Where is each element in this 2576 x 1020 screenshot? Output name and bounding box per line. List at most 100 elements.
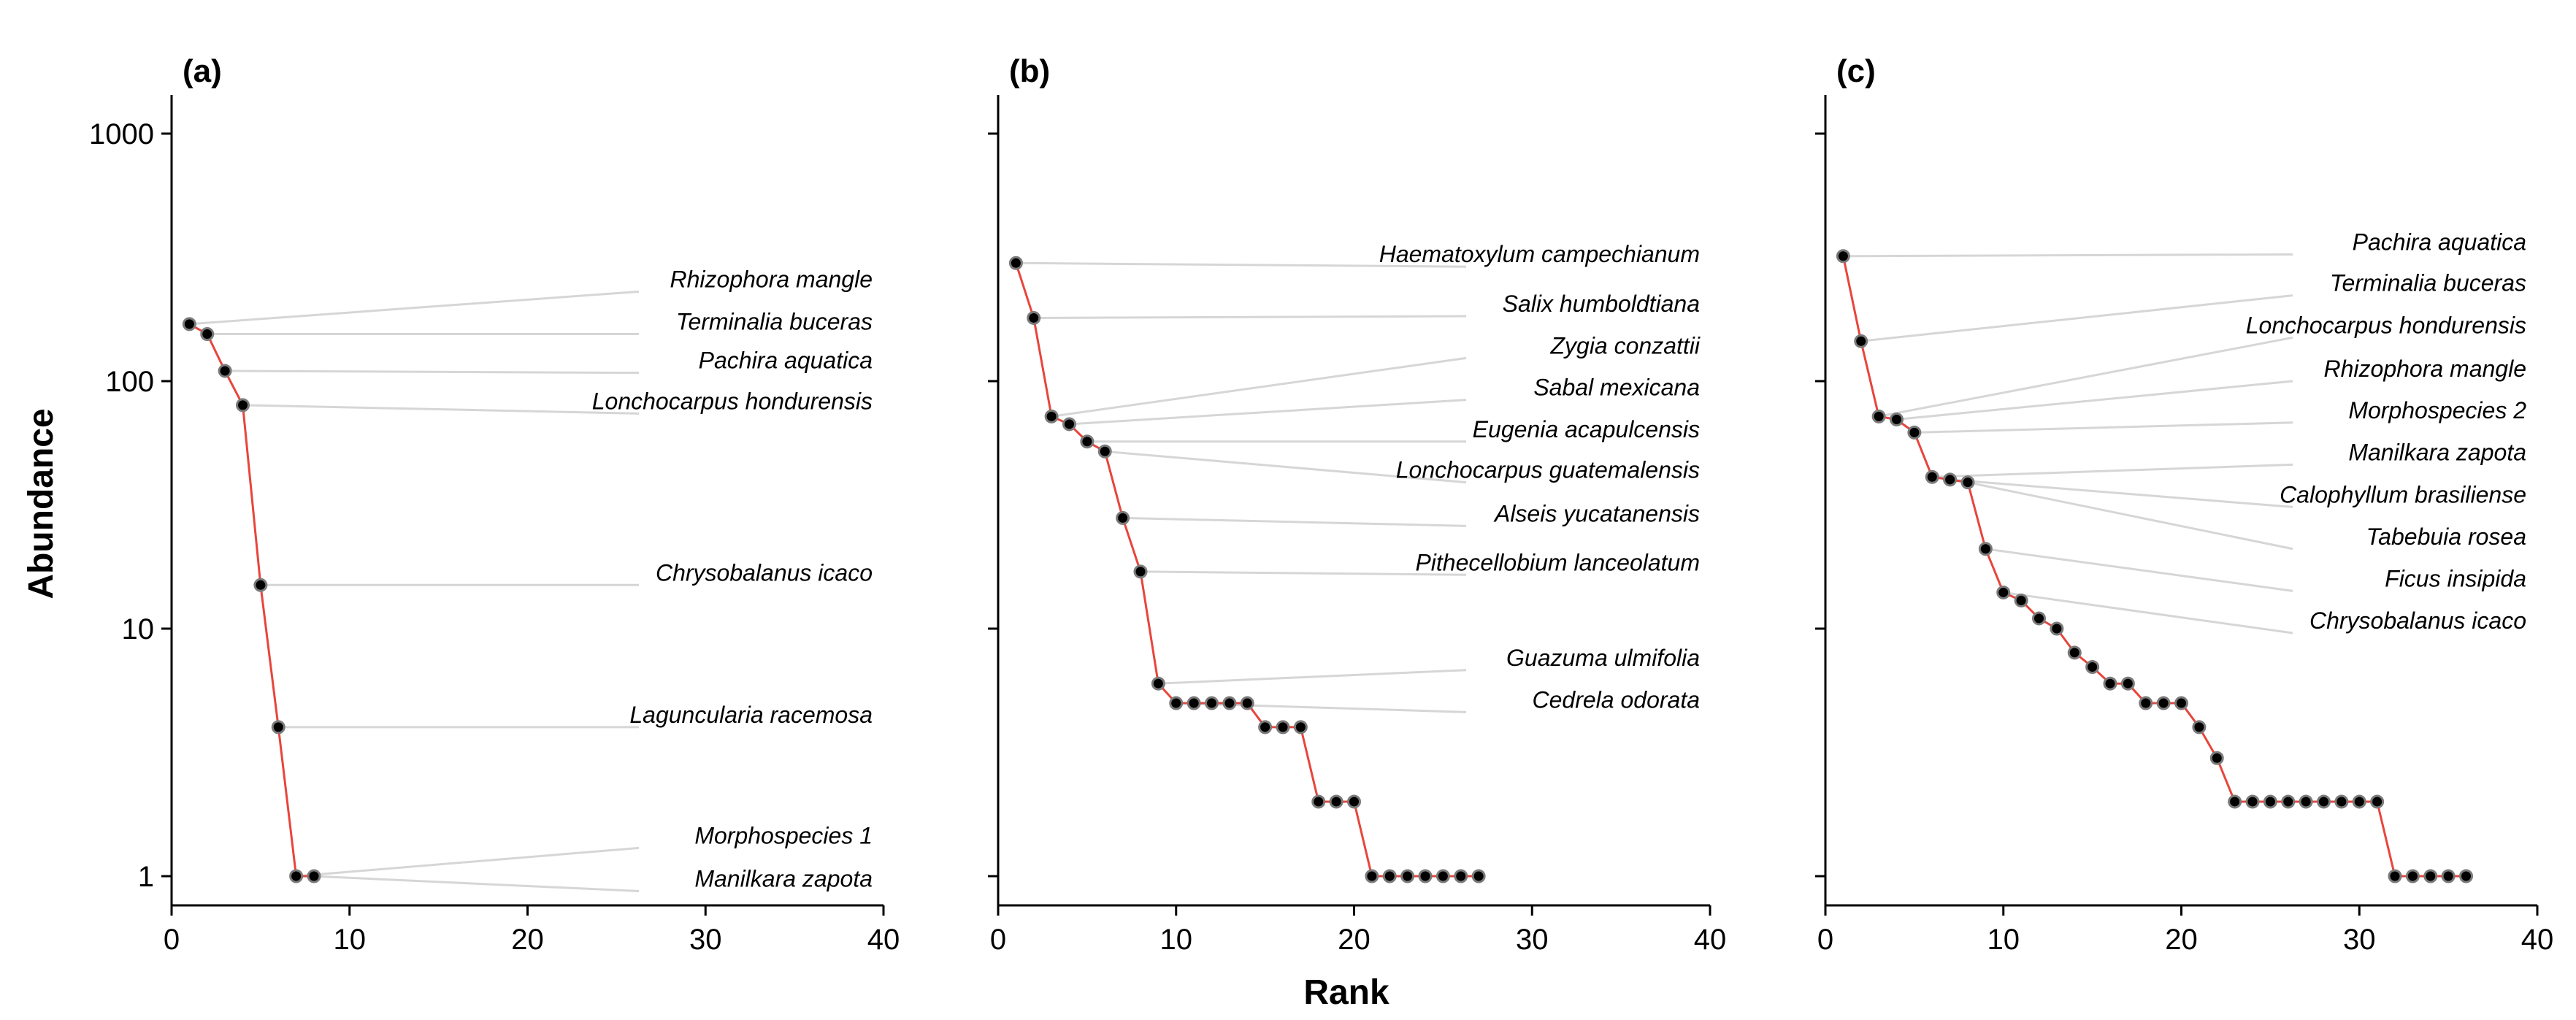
data-point: [1311, 794, 1326, 809]
data-point: [1240, 696, 1254, 710]
label-leader-line: [1932, 463, 2293, 478]
rank-abundance-line: [1014, 262, 1479, 878]
data-point: [2139, 696, 2153, 710]
label-leader-line: [1051, 356, 1467, 418]
data-point: [2317, 794, 2331, 809]
label-leader-line: [1158, 669, 1467, 685]
data-point: [2281, 794, 2296, 809]
data-point: [2388, 869, 2402, 883]
species-label: Eugenia acapulcensis: [1473, 416, 1700, 442]
data-point: [2120, 676, 2135, 691]
data-point: [2441, 869, 2456, 883]
species-label: Rhizophora mangle: [2324, 356, 2527, 382]
y-tick-label: 10: [122, 613, 155, 645]
data-point: [1276, 720, 1290, 735]
label-leader-line: [225, 369, 640, 375]
label-leader-line: [1843, 253, 2293, 258]
species-label: Tabebuia rosea: [2366, 524, 2526, 550]
species-label: Pachira aquatica: [699, 348, 873, 374]
data-point: [1418, 869, 1433, 883]
species-label: Laguncularia racemosa: [629, 702, 873, 728]
species-label: Lonchocarpus hondurensis: [592, 388, 873, 414]
label-leader-line: [1176, 702, 1467, 713]
data-point: [1169, 696, 1184, 710]
data-point: [1854, 334, 1868, 348]
x-tick-label: 10: [1987, 924, 2020, 956]
y-axis-title: Abundance: [22, 408, 61, 599]
label-leader-line: [2003, 591, 2293, 634]
species-label: Manilkara zapota: [2348, 439, 2526, 465]
data-point: [2032, 611, 2046, 626]
label-leader-line: [1914, 421, 2293, 434]
data-point: [236, 398, 250, 413]
x-tick-label: 30: [1516, 924, 1549, 956]
x-tick-label: 20: [2165, 924, 2198, 956]
panel-label: (b): [1009, 53, 1050, 89]
x-tick-label: 40: [2521, 924, 2554, 956]
data-point: [1400, 869, 1415, 883]
label-leader-line: [1967, 481, 2293, 551]
data-point: [1907, 425, 1922, 440]
data-point: [1329, 794, 1343, 809]
x-tick-label: 20: [1338, 924, 1371, 956]
data-point: [1151, 676, 1165, 691]
x-tick-label: 30: [2343, 924, 2376, 956]
data-point: [1996, 585, 2011, 599]
data-point: [2103, 676, 2117, 691]
data-point: [2370, 794, 2385, 809]
label-leader-line: [1860, 294, 2293, 342]
panel-a: (a) 1 10 100 1000 0 10 20 30 40 Rhizophora mangle T…: [89, 53, 900, 956]
species-label: Pachira aquatica: [2353, 229, 2526, 255]
data-point: [2423, 869, 2438, 883]
data-point: [1382, 869, 1397, 883]
label-leader-line: [1033, 315, 1467, 319]
data-point: [2050, 621, 2064, 636]
label-leader-line: [1069, 399, 1467, 426]
data-point: [2174, 696, 2188, 710]
species-label: Manilkara zapota: [694, 866, 873, 892]
data-point: [1062, 417, 1076, 432]
data-point: [1027, 310, 1041, 325]
data-point: [2156, 696, 2171, 710]
x-tick-label: 30: [689, 924, 722, 956]
data-point: [2459, 869, 2473, 883]
data-point: [1925, 469, 1939, 484]
data-point: [2085, 660, 2100, 675]
label-leader-line: [1878, 336, 2293, 418]
species-label: Zygia conzattii: [1549, 332, 1700, 358]
data-point: [1836, 249, 1850, 264]
data-point: [1080, 434, 1095, 449]
species-label: Rhizophora mangle: [670, 266, 873, 292]
label-leader-line: [1140, 570, 1467, 576]
data-point: [1222, 696, 1237, 710]
species-label: Salix humboldtiana: [1503, 291, 1700, 317]
data-point: [1133, 564, 1148, 579]
label-leader-line: [313, 875, 640, 893]
data-point: [307, 869, 321, 883]
x-tick-label: 10: [334, 924, 367, 956]
data-point: [1978, 542, 1993, 556]
panel-label: (c): [1836, 53, 1876, 89]
data-point: [1871, 409, 1886, 423]
species-label: Lonchocarpus guatemalensis: [1396, 457, 1700, 483]
panel-label: (a): [183, 53, 222, 89]
label-leader-line: [1122, 516, 1467, 527]
data-point: [1454, 869, 1468, 883]
data-point: [1960, 475, 1975, 490]
rank-abundance-line: [1841, 256, 2466, 878]
data-point: [2209, 751, 2224, 765]
x-tick-label: 0: [164, 924, 180, 956]
species-label: Guazuma ulmifolia: [1506, 645, 1700, 671]
label-leader-line: [1105, 450, 1467, 484]
data-point: [1008, 256, 1023, 270]
label-leader-line: [1950, 478, 2293, 508]
label-leader-line: [1016, 261, 1467, 268]
data-point: [2014, 593, 2028, 607]
data-point: [2067, 645, 2082, 660]
data-point: [253, 578, 268, 592]
data-point: [2299, 794, 2313, 809]
label-leader-line: [242, 404, 640, 415]
x-tick-label: 0: [990, 924, 1006, 956]
y-tick-label: 1000: [89, 118, 154, 150]
data-point: [2352, 794, 2366, 809]
